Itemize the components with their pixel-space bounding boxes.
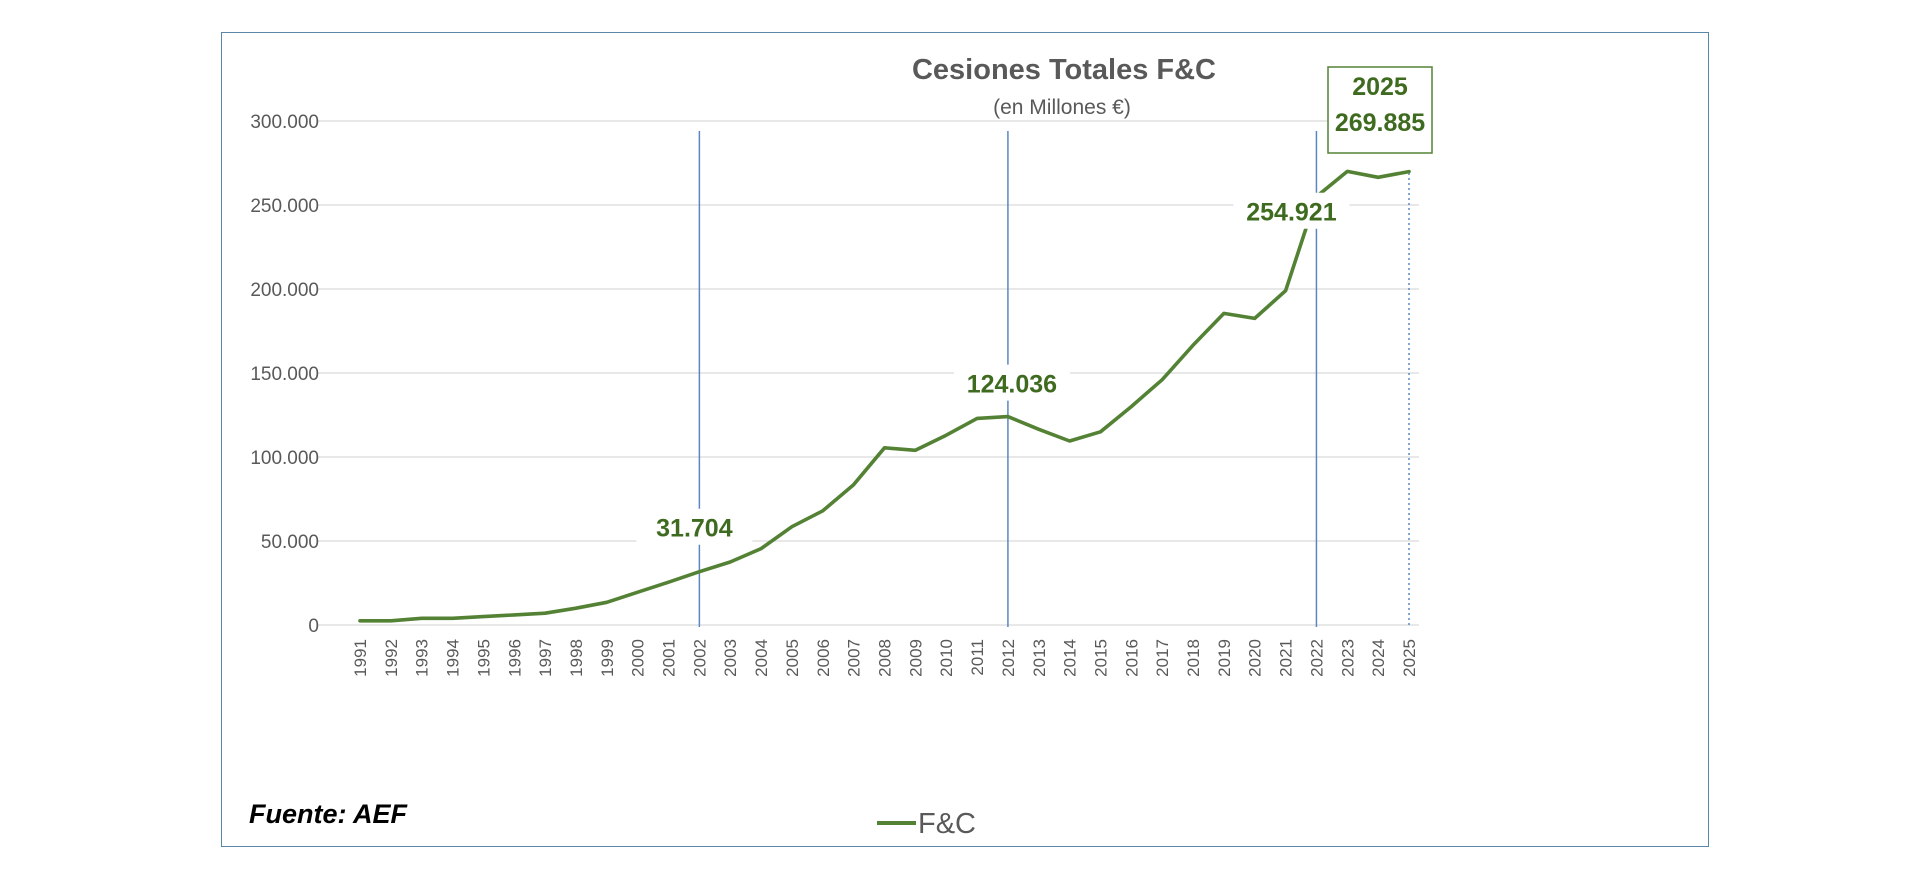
x-tick-label: 2014 (1061, 639, 1080, 677)
series-line-fc (358, 169, 1411, 623)
x-tick-label: 2013 (1030, 639, 1049, 677)
y-tick-label: 300.000 (250, 112, 319, 133)
x-tick-label: 1998 (567, 639, 586, 677)
annotation-label: 124.036 (967, 371, 1057, 399)
x-tick-label: 2005 (783, 639, 802, 677)
data-labels: 31.704 124.036 254.921 2025 269.885 (636, 66, 1433, 545)
x-tick-label: 2023 (1338, 639, 1357, 677)
annotation-background (953, 364, 1070, 401)
x-tick-label: 2024 (1369, 639, 1388, 677)
y-tick-label: 50.000 (261, 532, 319, 553)
x-tick-label: 1997 (536, 639, 555, 677)
x-tick-label: 2000 (629, 639, 648, 677)
x-tick-label: 2003 (721, 639, 740, 677)
x-tick-label: 1996 (505, 639, 524, 677)
legend: F&C (877, 808, 976, 840)
annotation-2002: 31.704 (636, 508, 753, 545)
x-tick-label: 2022 (1307, 639, 1326, 677)
x-tick-label: 2021 (1277, 639, 1296, 677)
x-tick-label: 2019 (1215, 639, 1234, 677)
legend-label: F&C (918, 808, 976, 840)
x-tick-label: 2018 (1184, 639, 1203, 677)
chart-title: Cesiones Totales F&C (912, 54, 1216, 86)
x-tick-label: 2009 (906, 639, 925, 677)
x-tick-label: 2025 (1400, 639, 1419, 677)
annotation-background (1233, 192, 1350, 229)
x-tick-label: 2016 (1122, 639, 1141, 677)
x-tick-label: 2007 (845, 639, 864, 677)
y-tick-label: 250.000 (250, 196, 319, 217)
annotation-label: 254.921 (1246, 199, 1336, 227)
callout-year: 2025 (1352, 73, 1408, 101)
y-tick-label: 200.000 (250, 280, 319, 301)
gridlines (317, 120, 1419, 626)
annotation-2022: 254.921 (1233, 192, 1350, 229)
source-note: Fuente: AEF (249, 799, 408, 829)
x-tick-label: 1991 (351, 639, 370, 677)
x-tick-label: 1995 (474, 639, 493, 677)
y-tick-label: 100.000 (250, 448, 319, 469)
callout-2025: 2025 269.885 (1327, 66, 1433, 154)
annotation-background (636, 508, 753, 545)
x-tick-label: 2006 (814, 639, 833, 677)
x-tick-label: 2004 (752, 639, 771, 677)
chart-subtitle: (en Millones €) (993, 96, 1131, 119)
x-tick-label: 2008 (876, 639, 895, 677)
x-tick-label: 2017 (1153, 639, 1172, 677)
x-axis-ticks: 1991 1992 1993 1994 1995 1996 1997 1998 1999 2000… (351, 639, 1419, 677)
y-tick-label: 0 (308, 616, 319, 637)
x-tick-label: 1992 (382, 639, 401, 677)
callout-box (1327, 66, 1433, 154)
y-tick-label: 150.000 (250, 364, 319, 385)
x-tick-label: 1999 (598, 639, 617, 677)
chart-frame: 0 50.000 100.000 150.000 200.000 250.000 300.0… (221, 32, 1709, 847)
x-tick-label: 2015 (1091, 639, 1110, 677)
callout-value: 269.885 (1335, 109, 1425, 137)
x-tick-label: 1994 (444, 639, 463, 677)
annotation-2012: 124.036 (953, 364, 1070, 401)
x-tick-label: 2002 (690, 639, 709, 677)
line-chart: 0 50.000 100.000 150.000 200.000 250.000 300.0… (249, 54, 1433, 840)
x-tick-label: 2001 (660, 639, 679, 677)
y-axis-ticks: 0 50.000 100.000 150.000 200.000 250.000 300.0… (250, 112, 319, 637)
x-tick-label: 2010 (937, 639, 956, 677)
annotation-label: 31.704 (656, 515, 733, 543)
x-tick-label: 2020 (1246, 639, 1265, 677)
x-tick-label: 2012 (999, 639, 1018, 677)
series-layer (358, 169, 1411, 623)
x-tick-label: 1993 (413, 639, 432, 677)
x-tick-label: 2011 (968, 639, 987, 676)
